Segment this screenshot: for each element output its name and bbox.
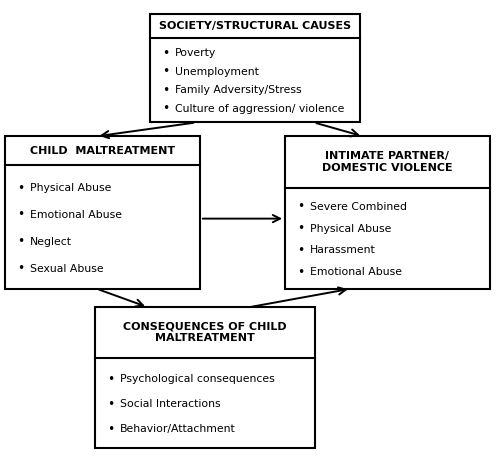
Text: Behavior/Attachment: Behavior/Attachment xyxy=(120,425,236,434)
Text: Physical Abuse: Physical Abuse xyxy=(30,183,112,193)
Text: Neglect: Neglect xyxy=(30,237,72,247)
Text: •: • xyxy=(162,65,170,78)
Text: Sexual Abuse: Sexual Abuse xyxy=(30,264,104,274)
Text: INTIMATE PARTNER/
DOMESTIC VIOLENCE: INTIMATE PARTNER/ DOMESTIC VIOLENCE xyxy=(322,152,453,173)
Text: Emotional Abuse: Emotional Abuse xyxy=(310,267,402,277)
Text: Psychological consequences: Psychological consequences xyxy=(120,374,275,384)
Text: Severe Combined: Severe Combined xyxy=(310,202,407,212)
Bar xyxy=(285,136,490,289)
Text: Family Adversity/Stress: Family Adversity/Stress xyxy=(175,85,302,95)
Text: •: • xyxy=(18,235,25,248)
Text: •: • xyxy=(162,84,170,97)
Text: •: • xyxy=(298,266,305,279)
Text: •: • xyxy=(162,102,170,115)
Text: •: • xyxy=(18,208,25,221)
Text: •: • xyxy=(108,373,115,386)
Text: •: • xyxy=(18,262,25,275)
Text: Poverty: Poverty xyxy=(175,49,216,58)
Text: •: • xyxy=(108,398,115,411)
Bar xyxy=(5,136,200,289)
Bar xyxy=(95,307,315,448)
Text: CONSEQUENCES OF CHILD
MALTREATMENT: CONSEQUENCES OF CHILD MALTREATMENT xyxy=(123,322,287,343)
Text: Emotional Abuse: Emotional Abuse xyxy=(30,210,122,220)
Text: Culture of aggression/ violence: Culture of aggression/ violence xyxy=(175,103,344,114)
Text: Physical Abuse: Physical Abuse xyxy=(310,224,392,234)
Text: Unemployment: Unemployment xyxy=(175,67,259,77)
Text: •: • xyxy=(108,423,115,436)
Text: •: • xyxy=(162,47,170,60)
Text: SOCIETY/STRUCTURAL CAUSES: SOCIETY/STRUCTURAL CAUSES xyxy=(159,21,351,31)
Text: Harassment: Harassment xyxy=(310,245,376,255)
Text: •: • xyxy=(298,200,305,213)
Bar xyxy=(150,14,360,122)
Text: •: • xyxy=(298,244,305,257)
Text: Social Interactions: Social Interactions xyxy=(120,399,220,409)
Text: CHILD  MALTREATMENT: CHILD MALTREATMENT xyxy=(30,146,175,156)
Text: •: • xyxy=(298,222,305,235)
Text: •: • xyxy=(18,182,25,195)
